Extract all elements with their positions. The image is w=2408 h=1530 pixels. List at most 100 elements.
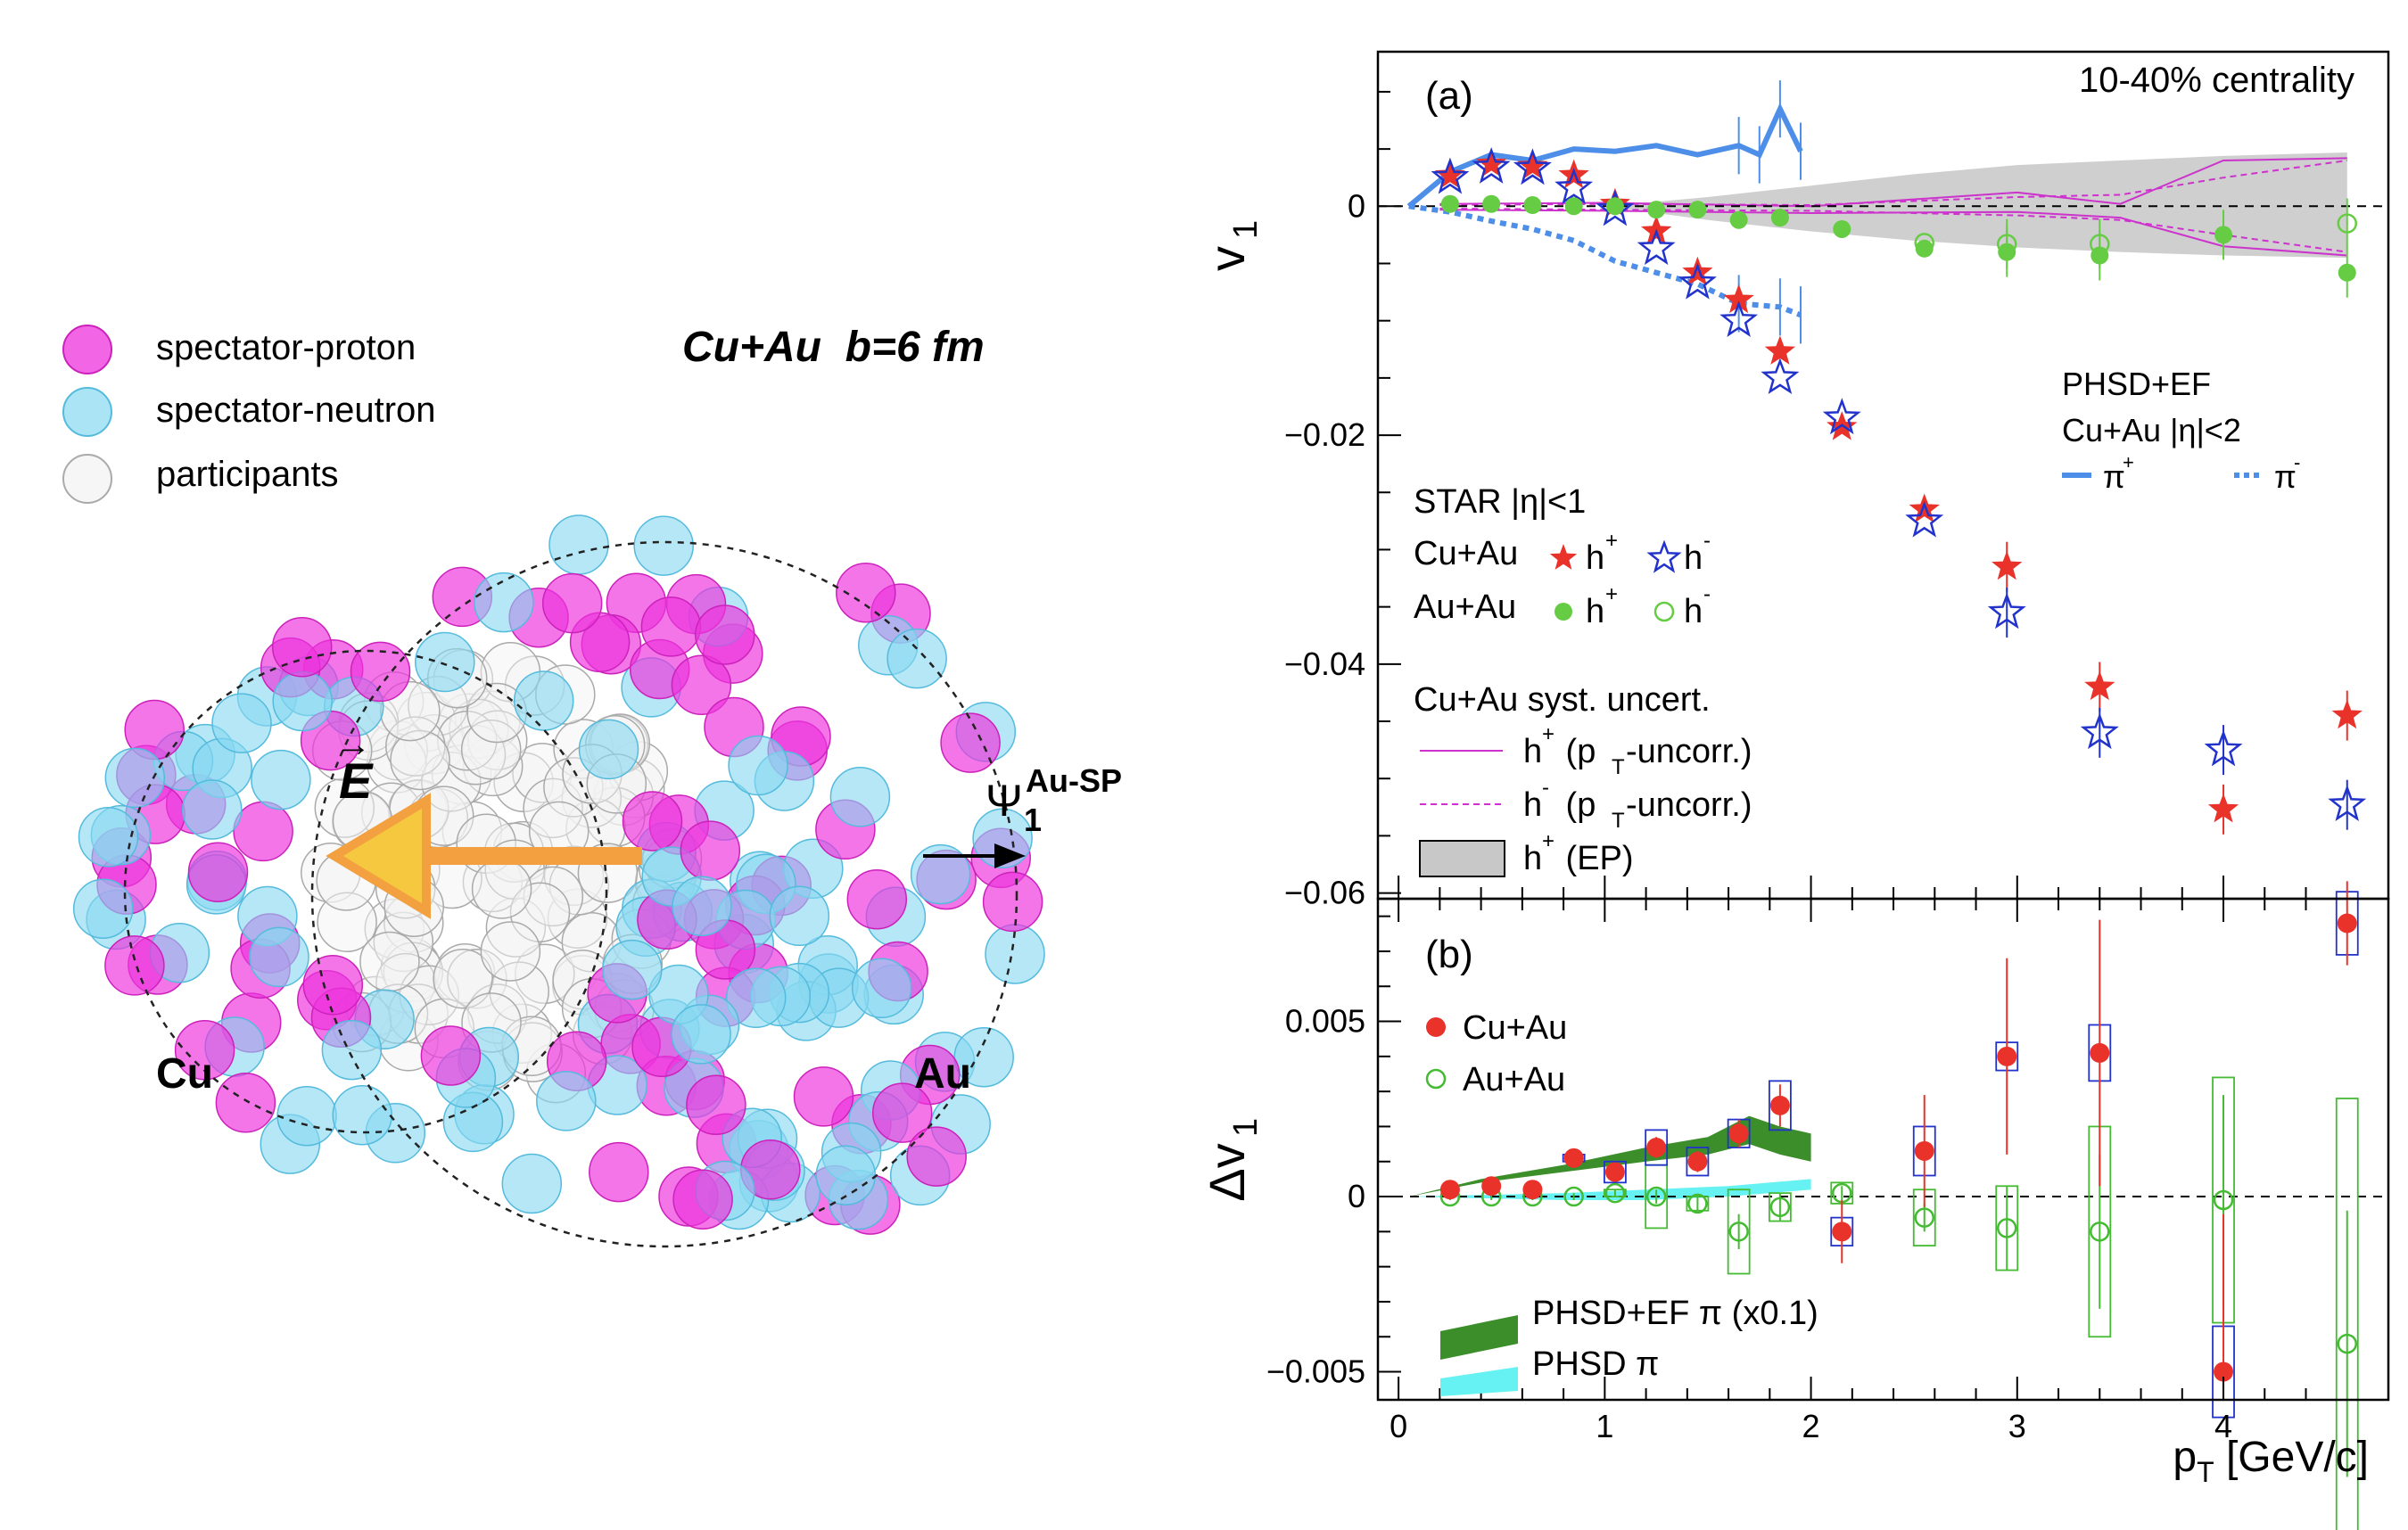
cuau-point — [2214, 1361, 2234, 1382]
spectator-proton — [672, 1169, 733, 1230]
spectator-neutron — [578, 719, 639, 780]
legend-piplus-label: π — [2103, 458, 2125, 495]
spectator-proton — [622, 791, 683, 851]
spectator-proton — [640, 596, 702, 657]
plane-arrow-head — [994, 843, 1026, 868]
cuau-point — [1563, 1148, 1584, 1168]
cuau-hplus-point — [1909, 493, 1940, 523]
cuau-hplus-point — [1517, 150, 1548, 179]
cuau-hplus-point — [2331, 699, 2363, 729]
auau-hplus-point — [1564, 197, 1583, 216]
cuau-hminus-point — [1431, 157, 1470, 194]
auau-hplus-point — [1915, 239, 1934, 258]
auau-point — [1687, 1193, 1708, 1214]
panel-a-label: (a) — [1425, 74, 1473, 118]
auau-hplus-point — [1833, 219, 1851, 238]
legend-auau-hplus-marker — [1554, 603, 1572, 621]
legend-piminus-label: π — [2274, 458, 2297, 495]
spectator-proton — [233, 801, 293, 862]
cuau-point — [2337, 913, 2357, 934]
spectator-proton — [187, 842, 249, 902]
svg-text:-: - — [1703, 529, 1711, 553]
auau-hplus-point — [1523, 196, 1542, 215]
ytick-label-a: −0.02 — [1284, 416, 1365, 453]
legend-syst-ep-a: h — [1523, 840, 1542, 877]
vector-arrow-glyph: → — [335, 725, 371, 764]
cuau-hminus-point — [1761, 358, 1800, 395]
auau-point — [1996, 1218, 2017, 1238]
cuau-point — [1728, 1123, 1749, 1144]
panel-a: 0 −0.02 −0.04 −0.06 (a) 10-40% centrality v… — [1199, 50, 2390, 911]
cuau-point — [1522, 1180, 1543, 1200]
auau-hplus-point — [1647, 201, 1666, 219]
legend-syst-hminus-b: (p — [1556, 786, 1596, 824]
cuau-hminus-point — [1905, 500, 1944, 538]
auau-hplus-point — [2214, 226, 2233, 244]
auau-hplus-point — [1440, 194, 1459, 213]
auau-point — [1645, 1186, 1667, 1207]
legend-phsdef-band — [1440, 1315, 1518, 1360]
cuau-hplus-point — [1434, 159, 1465, 189]
cu-nucleus-boundary — [123, 649, 608, 1134]
cuau-point — [1832, 1222, 1852, 1242]
spectator-proton — [836, 562, 896, 623]
spectator-neutron — [332, 1084, 392, 1146]
legend-proton-label: spectator-proton — [156, 328, 416, 367]
cuau-hplus-point — [1682, 256, 1713, 286]
legend-syst-hminus-c: -uncorr.) — [1626, 786, 1752, 824]
spectator-proton — [671, 654, 732, 716]
svg-text:-: - — [1542, 776, 1549, 800]
ytick-label-b: 0 — [1348, 1178, 1365, 1214]
cuau-hplus-point — [1723, 284, 1754, 314]
model-phsdef-band — [1408, 1115, 1811, 1197]
legend-b-cuau: Cu+Au — [1463, 1009, 1567, 1047]
spectator-neutron — [321, 1019, 383, 1081]
au-nucleus-boundary — [310, 540, 1018, 1248]
spectator-proton — [174, 1020, 235, 1081]
legend-phsd-label: PHSD π — [1532, 1345, 1659, 1383]
cuau-hminus-point — [1472, 147, 1511, 184]
spectator-neutron — [633, 515, 694, 576]
legend-proton-marker — [62, 325, 112, 374]
spectator-neutron — [910, 843, 971, 905]
svg-text:-: - — [1703, 582, 1711, 606]
legend-neutron-label: spectator-neutron — [156, 391, 436, 430]
cuau-hminus-point — [1513, 148, 1552, 185]
legend-model-title: PHSD+EF — [2062, 366, 2211, 402]
spectator-proton — [420, 1025, 482, 1086]
cuau-hminus-point — [2328, 785, 2367, 822]
svg-text:v: v — [1199, 246, 1255, 271]
auau-point — [1914, 1207, 1934, 1228]
legend-auau-label: Au+Au — [1414, 588, 1516, 626]
cuau-hminus-point — [1719, 300, 1759, 338]
cuau-hminus-point — [1678, 262, 1717, 300]
model-piminus-curve — [1408, 203, 1802, 318]
spectator-neutron — [728, 735, 788, 796]
xtick-label: 2 — [1802, 1408, 1820, 1444]
auau-point — [1728, 1222, 1749, 1242]
cuau-point — [1914, 1140, 1934, 1161]
cuau-syst-box — [1686, 1147, 1710, 1177]
auau-hminus-point — [1914, 233, 1934, 253]
ytick-label-b: −0.005 — [1266, 1353, 1365, 1390]
auau-hplus-point — [1770, 209, 1789, 227]
auau-hplus-point — [1729, 210, 1748, 229]
auau-hplus-point — [2338, 263, 2356, 282]
cuau-point — [1997, 1046, 2017, 1066]
spectator-proton — [541, 572, 603, 634]
svg-text:T: T — [1612, 755, 1625, 779]
cuau-syst-box — [1604, 1160, 1627, 1184]
svg-text:T: T — [1612, 809, 1625, 833]
plane-subscript: 1 — [1024, 802, 1042, 838]
cuau-hplus-point — [2084, 670, 2115, 701]
spectator-neutron — [513, 670, 574, 731]
spectator-neutron — [78, 807, 139, 868]
cuau-point — [1604, 1162, 1625, 1182]
cuau-hplus-point — [1764, 335, 1795, 365]
illustration-title: Cu+Au b=6 fm — [682, 324, 985, 371]
legend-cuau-hplus-marker — [1549, 544, 1578, 570]
ytick-label-a: −0.04 — [1284, 646, 1365, 682]
electric-field-arrow-head — [326, 793, 431, 919]
spectator-proton — [940, 712, 1001, 773]
